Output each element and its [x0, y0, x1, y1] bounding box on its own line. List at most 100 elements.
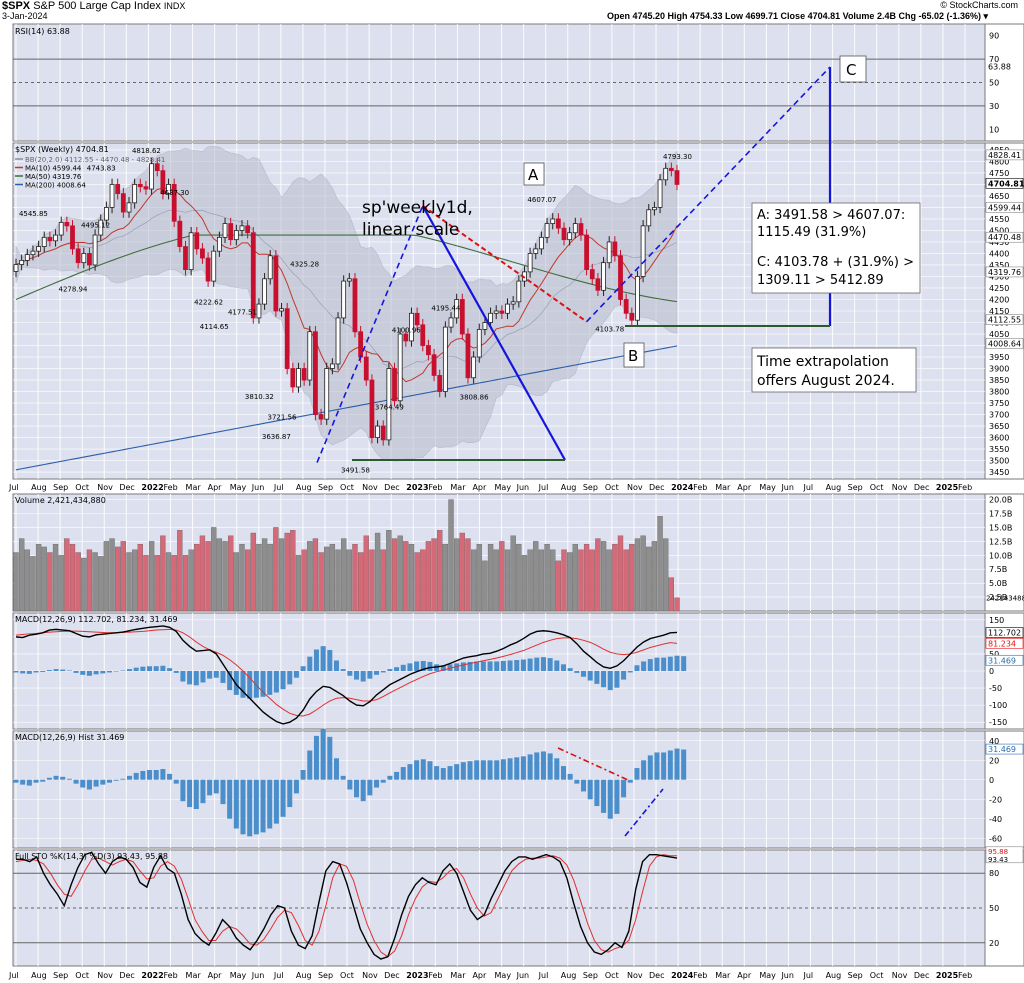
candle-body — [53, 234, 58, 242]
macd-hist-bar — [367, 671, 373, 679]
volume-bar — [295, 555, 302, 612]
candle-body — [329, 363, 335, 369]
point-b-box — [623, 342, 645, 368]
candle-body — [471, 356, 477, 379]
time-line-1: Time extrapolation — [756, 354, 889, 370]
macd-hist-bar — [627, 671, 633, 673]
candle-body — [516, 280, 522, 303]
candle-body — [510, 301, 516, 305]
annotation-text-1: sp'weekly1d, — [362, 198, 473, 218]
hist-bar — [120, 778, 126, 780]
volume-tick-label: 5.0B — [989, 579, 1007, 588]
volume-bar — [177, 530, 183, 612]
month-label: Jul — [803, 971, 814, 980]
candle-body — [623, 299, 629, 314]
hist-bar — [200, 779, 206, 804]
macd-hist-bar — [73, 671, 79, 673]
macd-hist-bar — [607, 671, 613, 691]
ohlc-summary: Open 4745.20 High 4754.33 Low 4699.71 Cl… — [606, 11, 988, 21]
month-label: Oct — [605, 971, 619, 980]
candle-body — [584, 234, 590, 270]
macd-hist-bar — [80, 671, 86, 675]
candle-body — [256, 303, 262, 319]
candle-body — [245, 225, 251, 234]
macd-hist-bar — [454, 663, 460, 671]
hist-bar — [614, 779, 620, 814]
macd-hist-bar — [40, 671, 46, 672]
candle-body — [64, 221, 70, 227]
volume-bar — [499, 541, 505, 612]
volume-bar — [109, 538, 115, 612]
volume-bar — [24, 549, 30, 612]
volume-bar — [357, 552, 364, 612]
price-point-label: 4545.85 — [19, 210, 48, 218]
month-label: Aug — [296, 483, 312, 492]
macd-hist-bar — [427, 661, 433, 671]
hist-bar — [253, 779, 259, 835]
price-right-label: 4008.64 — [988, 340, 1021, 349]
price-tick-label: 4800 — [989, 157, 1009, 166]
volume-tick-label: 17.5B — [989, 510, 1012, 519]
price-tick-label: 3500 — [989, 457, 1009, 466]
volume-bar — [657, 516, 663, 612]
volume-bar — [420, 549, 426, 612]
volume-bar — [487, 543, 494, 612]
macd-hist-bar — [26, 671, 32, 674]
candle-body — [160, 170, 166, 195]
volume-bar — [261, 538, 268, 612]
price-tick-label: 4200 — [989, 295, 1009, 304]
month-label: Aug — [561, 483, 577, 492]
point-a-label: A — [528, 166, 539, 184]
price-tick-label: 4400 — [989, 249, 1009, 258]
price-point-label: 4177.51 — [228, 309, 257, 317]
hist-bar — [293, 779, 299, 794]
macd-hist-bar — [547, 658, 553, 671]
volume-bar — [126, 552, 132, 612]
candle-body — [657, 179, 663, 208]
candle-body — [171, 184, 177, 222]
volume-bar — [578, 549, 584, 612]
month-label: Aug — [561, 971, 577, 980]
hist-tick-label: -40 — [989, 815, 1002, 824]
candle-body — [668, 167, 674, 172]
candle-body — [652, 207, 657, 211]
hist-bar — [100, 779, 106, 785]
candle-body — [363, 356, 369, 381]
month-label: Jul — [803, 483, 814, 492]
candle-body — [279, 308, 284, 312]
month-label: Nov — [362, 971, 378, 980]
volume-bar — [35, 543, 42, 612]
candle-body — [459, 299, 465, 335]
candle-body — [612, 241, 618, 257]
macd-hist-bar — [674, 655, 680, 671]
point-b-label: B — [628, 347, 638, 365]
sto-right-box — [985, 846, 1024, 864]
volume-bar — [363, 535, 369, 612]
calc-line-2: 1115.49 (31.9%) — [757, 225, 866, 240]
price-tick-label: 3700 — [989, 411, 1009, 420]
volume-bar — [165, 552, 172, 612]
candle-body — [482, 322, 488, 330]
volume-bar — [606, 549, 612, 612]
hist-bar — [374, 779, 380, 788]
hist-bar — [681, 749, 687, 780]
macd-hist-bar — [661, 657, 667, 671]
candle-body — [426, 345, 431, 356]
hist-bar — [647, 755, 653, 780]
candle-body — [335, 317, 341, 365]
macd-tick-label: 0 — [989, 667, 994, 676]
macd-hist-bar — [534, 657, 540, 671]
month-label: Aug — [31, 971, 47, 980]
hist-bar — [133, 772, 139, 780]
macd-hist-bar — [447, 664, 453, 671]
month-label: Aug — [826, 971, 842, 980]
price-title: $SPX (Weekly) 4704.81 — [15, 145, 109, 154]
volume-bar — [476, 543, 482, 612]
month-label: Jun — [251, 483, 265, 492]
hist-bar — [380, 779, 386, 783]
macd-hist-bar — [414, 661, 420, 671]
price-tick-label: 3800 — [989, 388, 1009, 397]
candle-body — [143, 186, 149, 190]
month-label: Oct — [870, 483, 884, 492]
calc-line-3: C: 4103.78 + (31.9%) > — [757, 255, 914, 270]
